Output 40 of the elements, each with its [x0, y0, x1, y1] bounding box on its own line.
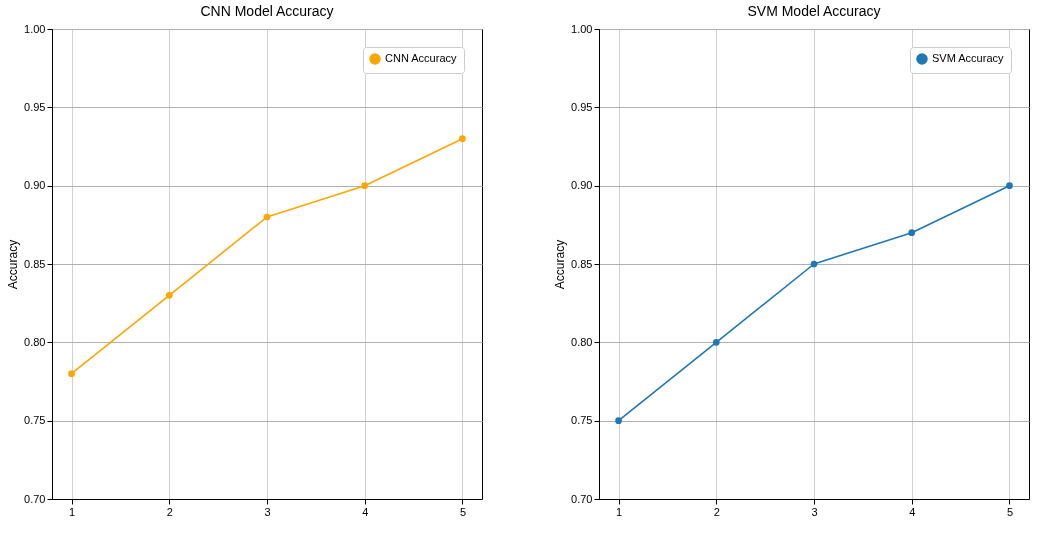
x-tick-label: 4	[909, 505, 916, 518]
point	[361, 182, 369, 190]
point	[263, 213, 271, 221]
chart-title: SVM Model Accuracy	[747, 3, 881, 19]
x-tick-label: 2	[166, 505, 173, 518]
y-tick-label: 0.80	[24, 335, 46, 348]
x-tick-label: 1	[615, 505, 623, 518]
y-tick-label: 0.70	[571, 492, 593, 505]
x-tick-label: 5	[1006, 505, 1014, 518]
y-axis-title: Accuracy	[553, 239, 568, 290]
legend-label: CNN Accuracy	[385, 52, 458, 64]
x-tick-label: 3	[811, 505, 818, 518]
point	[908, 229, 916, 237]
y-tick-label: 0.85	[571, 257, 593, 270]
y-axis-title: Accuracy	[6, 239, 21, 290]
x-tick-label: 3	[264, 505, 271, 518]
y-tick-label: 0.75	[24, 414, 46, 427]
y-tick-label: 1.00	[24, 22, 46, 35]
y-tick-label: 0.95	[571, 100, 593, 113]
y-tick-label: 0.75	[571, 414, 593, 427]
x-tick-label: 2	[713, 505, 720, 518]
point	[1006, 182, 1013, 190]
legend-label: SVM Accuracy	[932, 52, 1005, 64]
point	[810, 260, 818, 268]
point	[712, 338, 720, 346]
y-tick-label: 0.85	[24, 257, 46, 270]
x-tick-label: 1	[68, 505, 76, 518]
point	[165, 291, 173, 299]
y-tick-label: 0.90	[24, 179, 46, 192]
chart-title: CNN Model Accuracy	[200, 3, 334, 19]
y-tick-label: 0.80	[571, 335, 593, 348]
x-tick-label: 5	[459, 505, 467, 518]
point	[459, 135, 466, 143]
point	[615, 417, 622, 425]
y-tick-label: 0.90	[571, 179, 593, 192]
y-tick-label: 0.95	[24, 100, 46, 113]
y-tick-label: 0.70	[24, 492, 46, 505]
x-tick-label: 4	[362, 505, 369, 518]
point	[68, 370, 75, 378]
y-tick-label: 1.00	[571, 22, 593, 35]
